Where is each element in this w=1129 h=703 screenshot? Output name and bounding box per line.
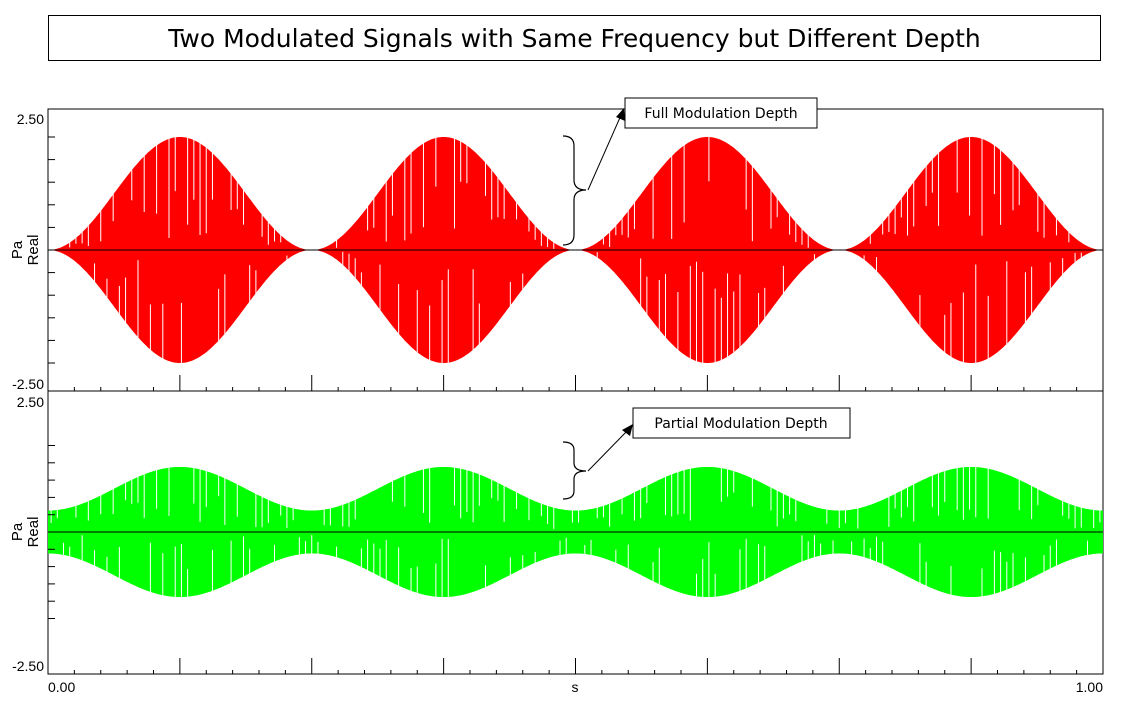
y-axis-label-unit-bottom: Pa [9, 522, 26, 541]
y-tick-label-top-min: -2.50 [12, 376, 44, 392]
y-tick-label-bottom-max: 2.50 [17, 394, 44, 410]
carrier-gaps-bottom [50, 466, 1101, 598]
arrow-full-depth [587, 112, 623, 191]
y-ticks-top [48, 136, 55, 364]
annotation-partial-depth: Partial Modulation Depth [654, 416, 827, 432]
chart-title: Two Modulated Signals with Same Frequenc… [48, 15, 1101, 61]
annotation-box-partial [632, 407, 851, 439]
brace-full-depth [562, 135, 587, 246]
x-tick-label-start: 0.00 [48, 679, 75, 695]
panel-partial-modulation: 2.50 -2.50 Pa Real 0.00 s 1.00 Partial M… [9, 390, 1104, 695]
annotation-full-depth: Full Modulation Depth [644, 106, 797, 122]
x-ticks-top [47, 375, 1104, 391]
panel-full-modulation: 2.50 -2.50 Pa Real Full Modulation Depth [9, 97, 1104, 392]
arrowhead-partial-depth [622, 424, 633, 436]
x-ticks-bottom [47, 658, 1104, 674]
arrow-partial-depth [587, 428, 630, 472]
y-axis-label-unit-top: Pa [9, 240, 26, 259]
brace-partial-depth [562, 441, 587, 500]
y-tick-label-bottom-min: -2.50 [12, 658, 44, 674]
annotation-box-full [624, 97, 818, 129]
y-axis-label-kind-bottom: Real [25, 517, 42, 548]
x-axis-label: s [572, 679, 579, 695]
carrier-gaps-top [69, 136, 1082, 364]
y-axis-label-kind-top: Real [25, 235, 42, 266]
x-tick-label-end: 1.00 [1076, 679, 1103, 695]
y-tick-label-top-max: 2.50 [17, 111, 44, 127]
y-ticks-bottom [48, 445, 55, 619]
arrowhead-full-depth [616, 108, 625, 121]
